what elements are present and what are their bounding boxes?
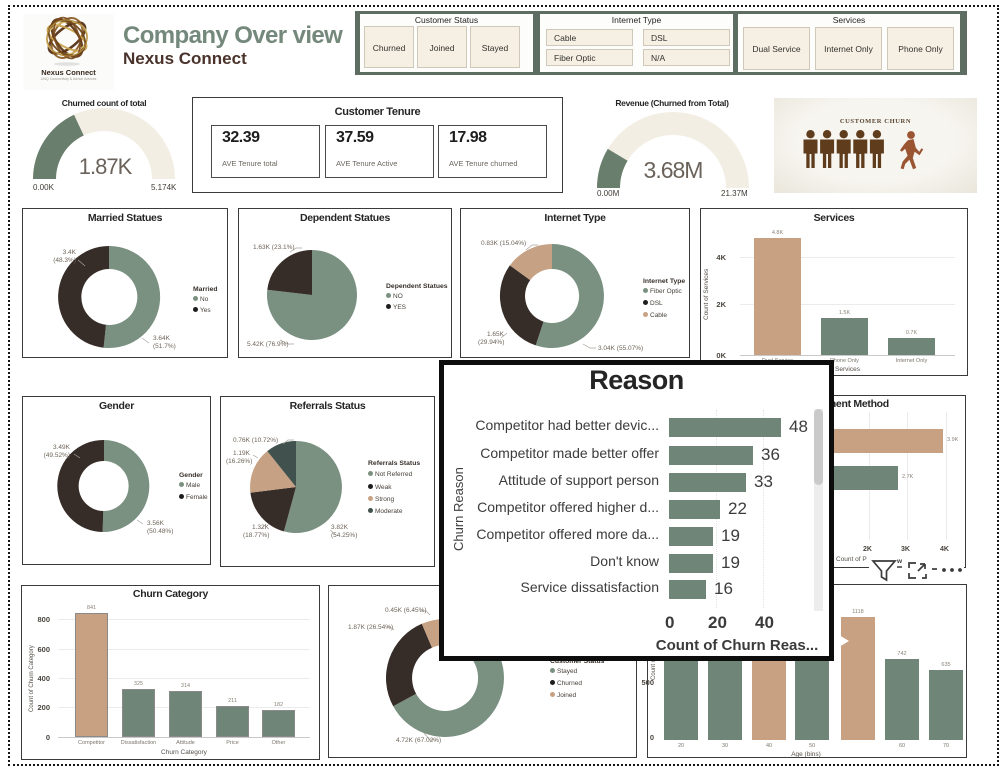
svg-text:w: w bbox=[896, 558, 903, 565]
